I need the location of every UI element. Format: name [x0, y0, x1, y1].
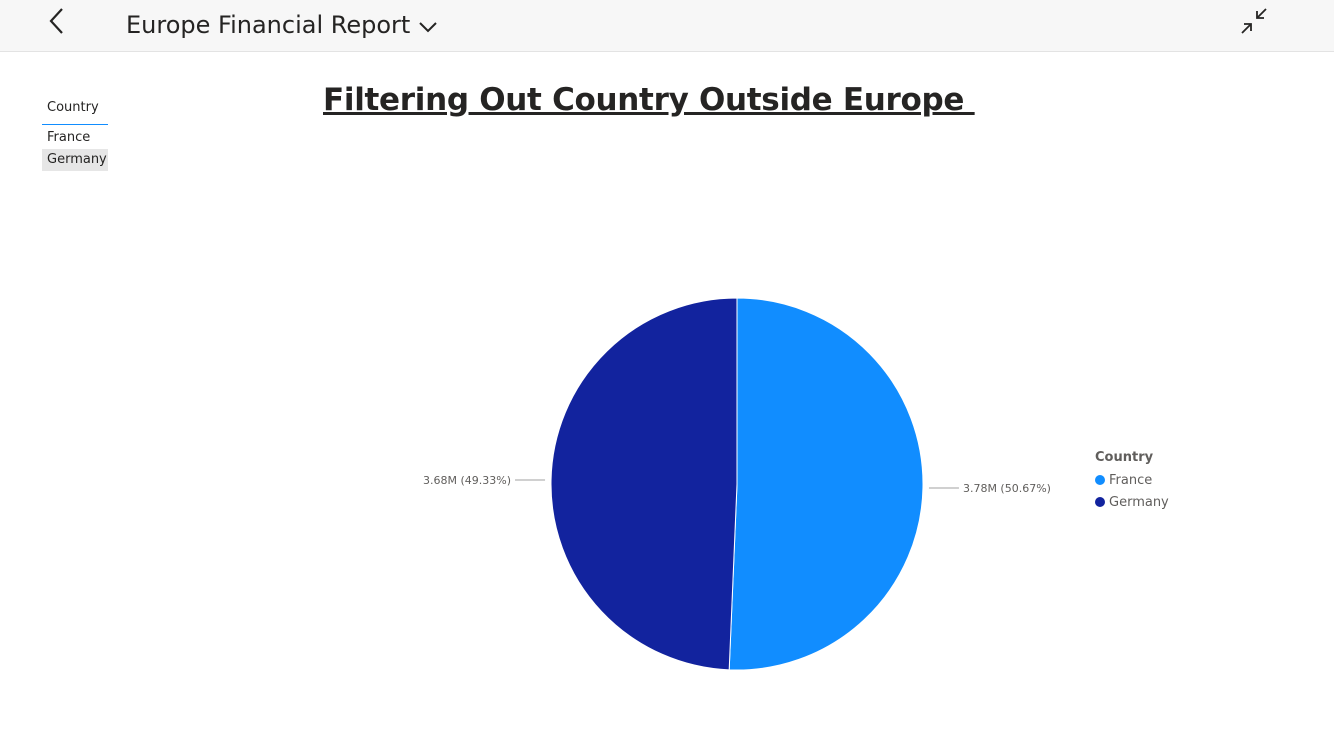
chart-legend: Country France Germany [1095, 450, 1169, 515]
back-button[interactable] [40, 6, 74, 40]
report-header: Europe Financial Report [0, 0, 1334, 52]
collapse-button[interactable] [1237, 6, 1271, 40]
legend-item-france[interactable]: France [1095, 467, 1169, 493]
chevron-down-icon [418, 17, 438, 37]
page-title: Filtering Out Country Outside Europe [323, 82, 975, 118]
pie-slice-france[interactable] [728, 297, 924, 671]
legend-dot-germany [1095, 497, 1105, 507]
country-slicer: Country France Germany [42, 96, 108, 171]
data-label-germany: 3.68M (49.33%) [423, 474, 511, 487]
legend-dot-france [1095, 475, 1105, 485]
legend-item-germany[interactable]: Germany [1095, 489, 1169, 515]
legend-label-germany: Germany [1109, 494, 1169, 510]
slicer-title: Country [42, 96, 108, 125]
data-label-france: 3.78M (50.67%) [963, 482, 1051, 495]
chevron-left-icon [47, 6, 67, 41]
report-title-dropdown[interactable]: Europe Financial Report [126, 9, 438, 41]
legend-title: Country [1095, 450, 1154, 465]
legend-label-france: France [1109, 472, 1153, 488]
report-title: Europe Financial Report [126, 11, 411, 39]
slicer-list: France Germany [42, 127, 108, 171]
slicer-item-germany[interactable]: Germany [42, 149, 108, 171]
collapse-arrows-icon [1240, 7, 1268, 40]
slicer-item-france[interactable]: France [47, 130, 91, 145]
pie-slice-germany[interactable] [550, 297, 738, 671]
